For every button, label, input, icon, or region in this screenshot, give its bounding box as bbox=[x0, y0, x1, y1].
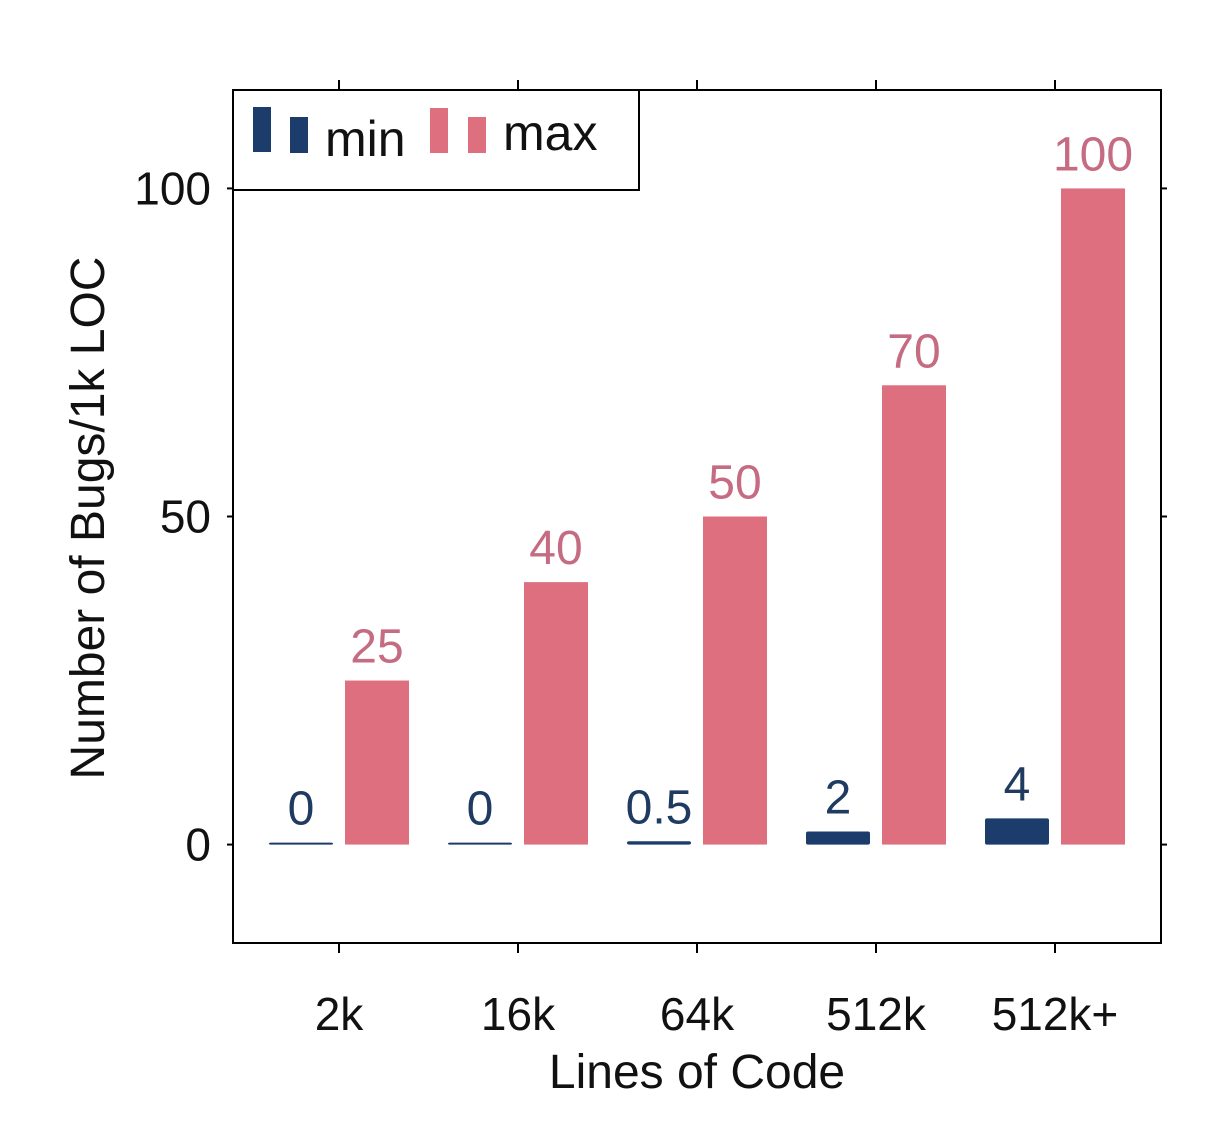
x-tick-label: 512k bbox=[826, 988, 927, 1040]
bar-min-4 bbox=[985, 818, 1049, 845]
x-tick-label: 64k bbox=[660, 988, 735, 1040]
legend-swatch-min-a bbox=[253, 107, 271, 152]
bars bbox=[269, 188, 1125, 845]
data-labels: 0 25 0 40 0.5 50 2 70 4 100 bbox=[288, 128, 1133, 835]
y-tick-label: 100 bbox=[134, 162, 211, 214]
legend-swatch-min-b bbox=[290, 117, 308, 153]
bar-max-1 bbox=[524, 582, 588, 845]
bar-min-3 bbox=[806, 831, 870, 845]
data-label-min-2: 0.5 bbox=[626, 781, 693, 834]
data-label-min-0: 0 bbox=[288, 783, 315, 836]
legend-swatch-max-b bbox=[468, 117, 486, 153]
data-label-max-4: 100 bbox=[1053, 128, 1133, 181]
legend-label-max: max bbox=[503, 105, 597, 161]
data-label-min-3: 2 bbox=[825, 771, 852, 824]
bar-max-4 bbox=[1061, 188, 1125, 845]
data-label-max-1: 40 bbox=[529, 522, 582, 575]
bar-min-2 bbox=[627, 841, 691, 845]
x-tick-label: 16k bbox=[481, 988, 556, 1040]
bar-min-1 bbox=[448, 842, 512, 845]
x-axis-ticks: 2k 16k 64k 512k 512k+ bbox=[315, 80, 1119, 1040]
data-label-max-2: 50 bbox=[708, 457, 761, 510]
bar-max-0 bbox=[345, 680, 409, 845]
legend: min max bbox=[232, 89, 640, 191]
y-tick-label: 0 bbox=[185, 819, 211, 871]
bar-min-0 bbox=[269, 842, 333, 845]
y-tick-label: 50 bbox=[160, 491, 211, 543]
y-axis-title: Number of Bugs/1k LOC bbox=[62, 257, 115, 780]
x-tick-label: 512k+ bbox=[992, 988, 1119, 1040]
legend-label-min: min bbox=[325, 111, 406, 167]
bar-max-2 bbox=[703, 516, 767, 845]
data-label-min-4: 4 bbox=[1004, 758, 1031, 811]
data-label-max-0: 25 bbox=[350, 621, 403, 674]
data-label-max-3: 70 bbox=[887, 325, 940, 378]
legend-swatch-max-a bbox=[430, 108, 448, 153]
data-label-min-1: 0 bbox=[467, 783, 494, 836]
bar-max-3 bbox=[882, 385, 946, 845]
x-tick-label: 2k bbox=[315, 988, 365, 1040]
x-axis-title: Lines of Code bbox=[549, 1046, 845, 1099]
y-axis-ticks: 0 50 100 bbox=[134, 162, 1167, 871]
